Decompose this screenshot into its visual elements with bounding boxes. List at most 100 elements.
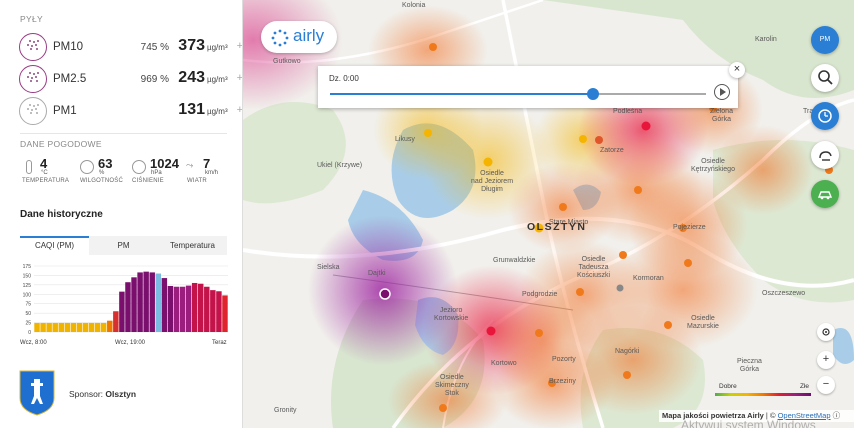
pm10-expand-button[interactable]: + xyxy=(236,40,243,52)
pm1-row[interactable]: PM1 131 µg/m³ + xyxy=(19,97,242,127)
pm10-row[interactable]: PM10 745 % 373 µg/m³ + xyxy=(19,33,242,63)
history-bar[interactable] xyxy=(137,272,143,332)
info-icon[interactable]: ⓘ xyxy=(832,411,841,420)
history-bar[interactable] xyxy=(216,291,222,332)
history-bar[interactable] xyxy=(76,322,83,332)
history-24h-button[interactable] xyxy=(811,102,839,130)
pm10-percent: 745 % xyxy=(140,42,169,53)
history-bar[interactable] xyxy=(125,282,131,332)
history-bar[interactable] xyxy=(149,272,155,332)
tab-caqi[interactable]: CAQI (PM) xyxy=(20,236,89,255)
sensor-panel: PYŁY PM10 745 % 373 µg/m³ + PM2.5 969 % … xyxy=(0,0,243,428)
temperature-value: 4 xyxy=(40,156,48,171)
pm25-unit: µg/m³ xyxy=(207,75,228,84)
airly-logo[interactable]: airly xyxy=(261,21,337,53)
zoom-in-button[interactable]: + xyxy=(817,351,835,369)
sensor-markers[interactable] xyxy=(379,43,833,412)
history-bar[interactable] xyxy=(70,322,77,332)
car-icon xyxy=(817,191,833,200)
history-bar[interactable] xyxy=(131,277,137,332)
history-bar[interactable] xyxy=(210,290,216,332)
pm-layer-button[interactable]: PM xyxy=(811,26,839,54)
y-tick-label: 25 xyxy=(25,321,31,327)
pm25-row[interactable]: PM2.5 969 % 243 µg/m³ + xyxy=(19,65,242,95)
history-chart: 0 25 50 75 100 125 150 175 xyxy=(23,264,228,336)
history-bar[interactable] xyxy=(143,271,149,332)
openstreetmap-link[interactable]: OpenStreetMap xyxy=(777,411,831,420)
place-label: Stare Miasto xyxy=(549,219,589,226)
history-bar[interactable] xyxy=(100,322,107,332)
pm1-expand-button[interactable]: + xyxy=(236,104,243,116)
history-bar[interactable] xyxy=(167,285,174,332)
history-bar[interactable] xyxy=(161,278,168,332)
search-button[interactable] xyxy=(811,64,839,92)
x-label-end: Teraz xyxy=(212,340,227,346)
humidity-icon xyxy=(80,160,94,174)
history-bar[interactable] xyxy=(46,322,52,332)
history-bar[interactable] xyxy=(197,283,204,332)
place-label: Pozorty xyxy=(552,356,576,363)
zoom-out-button[interactable]: − xyxy=(817,376,835,394)
history-bar[interactable] xyxy=(40,322,46,332)
history-bar[interactable] xyxy=(52,322,58,332)
thermometer-icon xyxy=(26,160,32,174)
time-slider-handle[interactable] xyxy=(587,88,600,100)
particles-pm1-icon xyxy=(19,97,47,125)
pressure-value: 1024 xyxy=(150,156,179,171)
history-bar[interactable] xyxy=(191,282,198,332)
time-label: Dz. 0:00 xyxy=(329,74,359,83)
history-bar[interactable] xyxy=(113,311,119,332)
x-label-middle: Wcz, 19:00 xyxy=(115,340,146,346)
history-bar[interactable] xyxy=(107,320,113,332)
place-label: Podleśna xyxy=(613,108,643,115)
history-bar[interactable] xyxy=(58,322,65,332)
pm10-unit: µg/m³ xyxy=(207,43,228,52)
wind-unit: km/h xyxy=(205,170,219,176)
weather-layer-button[interactable] xyxy=(811,141,839,169)
history-bar[interactable] xyxy=(173,286,180,332)
play-button[interactable] xyxy=(714,84,730,100)
place-label: Osiedle Mazurskie xyxy=(687,315,719,330)
tab-temperature[interactable]: Temperatura xyxy=(170,241,215,250)
history-bar[interactable] xyxy=(222,295,228,332)
place-label: Kolonia xyxy=(402,2,426,9)
clock-24h-icon xyxy=(818,109,832,123)
locate-me-button[interactable] xyxy=(817,323,835,341)
time-slider-track[interactable] xyxy=(330,88,706,100)
history-bar[interactable] xyxy=(88,322,95,332)
sponsor-name: Olsztyn xyxy=(105,389,137,399)
city-label: OLSZTYN xyxy=(527,221,587,233)
tab-pm[interactable]: PM xyxy=(117,241,130,250)
place-label: Zatorze xyxy=(600,147,624,154)
history-title: Dane historyczne xyxy=(20,209,103,220)
air-quality-map[interactable]: Gutkowo Likusy Osiedle nad Jeziorem Dług… xyxy=(243,0,854,428)
pm25-expand-button[interactable]: + xyxy=(236,72,243,84)
humidity-item: 63 % WILGOTNOŚĆ xyxy=(80,156,130,186)
history-bar[interactable] xyxy=(82,322,89,332)
legend-color-bar xyxy=(715,393,811,396)
y-tick-label: 175 xyxy=(23,264,32,270)
pm10-name: PM10 xyxy=(53,41,84,53)
place-label: Likusy xyxy=(395,136,415,143)
place-label: Brzeziny xyxy=(549,378,576,385)
history-bar[interactable] xyxy=(155,273,162,332)
close-time-panel-button[interactable]: × xyxy=(729,62,745,78)
traffic-layer-button[interactable] xyxy=(811,180,839,208)
wind-icon: ⤳ xyxy=(186,160,194,170)
map-canvas[interactable] xyxy=(243,0,854,428)
place-label: Karolin xyxy=(755,36,777,43)
place-label: Sielska xyxy=(317,264,340,271)
pressure-item: 1024 hPa CIŚNIENIE xyxy=(132,156,182,186)
time-slider-fill xyxy=(330,93,594,95)
history-bar[interactable] xyxy=(119,291,125,332)
place-label: Gronity xyxy=(274,407,297,414)
history-bar[interactable] xyxy=(204,286,210,332)
particles-pm10-icon xyxy=(19,33,47,61)
pressure-label: CIŚNIENIE xyxy=(132,178,164,184)
history-bar[interactable] xyxy=(34,322,40,332)
history-bar[interactable] xyxy=(185,285,192,332)
history-tabs: CAQI (PM) PM Temperatura xyxy=(20,236,227,255)
history-bar[interactable] xyxy=(94,322,101,332)
history-bar[interactable] xyxy=(64,322,71,332)
history-bar[interactable] xyxy=(179,286,186,332)
